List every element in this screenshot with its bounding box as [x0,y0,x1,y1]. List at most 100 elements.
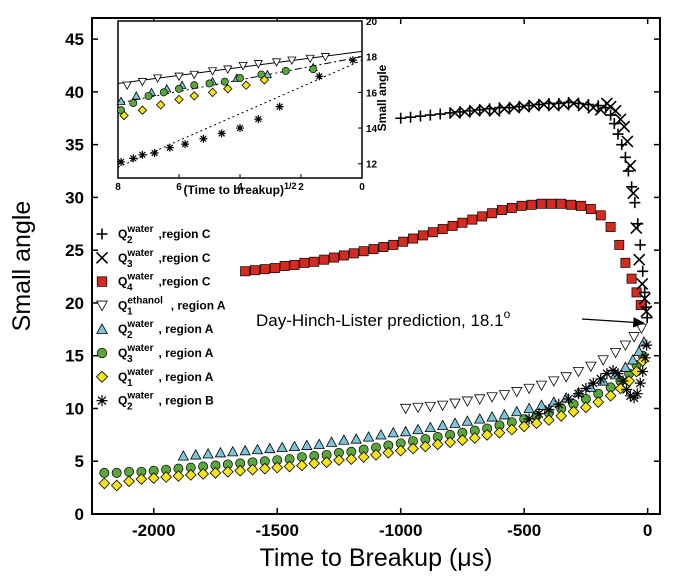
inset-data-point [131,91,141,100]
legend-marker [96,300,108,312]
x-axis-title: Time to Breakup (μs) [260,544,493,572]
data-point [477,211,488,222]
inset-plot-frame [117,20,363,179]
data-point [111,467,122,478]
data-point [605,109,617,121]
data-point [319,254,330,265]
data-point [309,256,320,267]
inset-data-point [217,129,226,138]
inset-data-point [281,67,290,75]
y-tick-label: 5 [75,452,84,471]
data-point [600,102,612,114]
inset-data-point [348,56,357,65]
data-point [511,387,523,398]
inset-data-point [189,70,199,80]
inset-data-point [254,115,263,124]
data-point [279,261,290,271]
data-point [627,354,639,365]
data-point [412,423,424,435]
data-point [612,368,624,380]
data-point [454,106,466,118]
data-point [99,467,110,478]
inset-data-point [207,67,218,76]
data-point [481,428,493,441]
inset-data-point [275,102,284,111]
data-point [394,444,407,457]
inset-data-point [174,94,184,105]
data-point [582,99,594,111]
data-point [641,339,653,351]
data-point [607,364,619,376]
data-point [608,118,620,130]
data-point [368,244,379,255]
legend-label: Qwater 3 ,region C [118,248,211,270]
data-point [624,390,636,402]
data-point [585,204,596,214]
inset-y-tick-label: 12 [366,160,378,171]
data-point [299,257,310,268]
legend-marker [96,347,108,359]
data-point [398,236,409,247]
data-point [563,393,575,405]
data-point [506,203,517,213]
data-point [503,102,515,114]
inset-data-point [220,77,229,86]
data-point [345,453,358,465]
data-point [523,402,535,414]
legend-label: Qwater 2, region B [118,391,214,413]
data-point [566,199,577,210]
inset-data-point [259,75,270,85]
data-point [585,361,597,373]
data-point [580,401,592,414]
data-point [395,112,407,124]
data-point [612,128,624,140]
inset-data-point [190,81,199,90]
y-tick-label: 25 [65,241,84,260]
data-point [580,382,592,394]
inset-data-point [223,84,233,94]
data-point [325,436,338,447]
data-point [447,220,458,231]
data-point [635,300,646,310]
data-point [498,102,511,115]
inset-x-tick-label: 2 [298,182,304,193]
data-point [288,440,301,451]
inset-y-axis-title: Small angle [375,64,389,131]
data-point [250,265,260,276]
data-point [632,218,644,230]
data-point [405,111,417,123]
legend-marker [96,228,108,240]
data-point [553,97,565,109]
inset-data-point [315,72,324,81]
inset-data-point [262,69,273,79]
legend-label: Qwater 2 ,region C [118,224,211,246]
inset-data-point [257,70,266,79]
data-point [289,259,300,270]
data-point [518,420,531,433]
data-point [320,456,333,469]
data-point [474,104,486,116]
data-point [473,394,486,405]
data-point [239,444,251,456]
data-point [246,463,259,476]
y-tick-label: 40 [65,83,84,102]
legend-label: Qwater 2, region A [118,319,214,341]
data-point [621,383,633,395]
x-tick-label: 0 [643,521,652,540]
data-point [234,464,247,477]
data-point [412,402,424,414]
data-point [486,411,498,422]
data-point [484,103,496,115]
data-point [308,457,321,470]
data-point [634,377,646,389]
inset-data-point [253,60,263,69]
inset-data-point [236,74,244,83]
inset-data-point [181,140,190,149]
data-point [631,388,643,400]
data-point [436,400,449,412]
data-point [547,99,560,112]
data-point [622,165,634,177]
inset-data-point [174,72,184,82]
data-point [329,252,339,263]
data-point [387,426,400,438]
